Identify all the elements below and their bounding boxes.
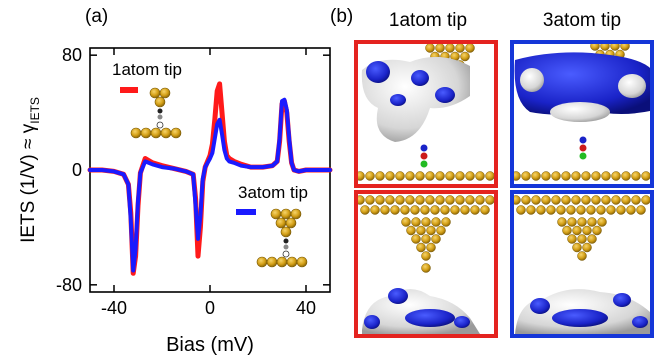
y-axis-label: IETS (1/V) ≈ γIETS [18,97,42,243]
legend-3atom-label: 3atom tip [238,183,308,202]
y-axis-label-main: IETS (1/V) ≈ γ [18,123,39,243]
y-tick-label: 0 [72,160,82,180]
y-axis-label-sub: IETS [28,97,42,124]
image-1atom-bottom [354,190,498,338]
image-3atom-top [510,40,654,188]
x-tick-label: 0 [205,298,215,318]
x-tick-label: 40 [296,298,316,318]
tip-1atom-icon [130,87,182,139]
legend-3atom: 3atom tip [236,183,308,268]
col1-title: 1atom tip [389,10,467,31]
image-1atom-top [354,40,498,188]
series-layer [87,81,333,276]
tip-3atom-icon [256,208,308,268]
x-tick-label: -40 [101,298,127,318]
y-ticks: -80 0 80 [56,45,330,295]
x-axis-label: Bias (mV) [166,334,254,356]
legend-1atom: 1atom tip [112,60,182,139]
x-ticks: -40 0 40 [101,48,316,318]
y-tick-label: -80 [56,275,82,295]
series-line-3atom [88,97,332,273]
chart-plot-area: -40 0 40 -80 0 80 [56,45,333,318]
y-tick-label: 80 [62,45,82,65]
panel-b-label: (b) [330,6,353,27]
panel-a-label: (a) [85,6,108,27]
col2-title: 3atom tip [543,10,621,31]
legend-1atom-label: 1atom tip [112,60,182,79]
image-3atom-bottom [510,190,654,338]
